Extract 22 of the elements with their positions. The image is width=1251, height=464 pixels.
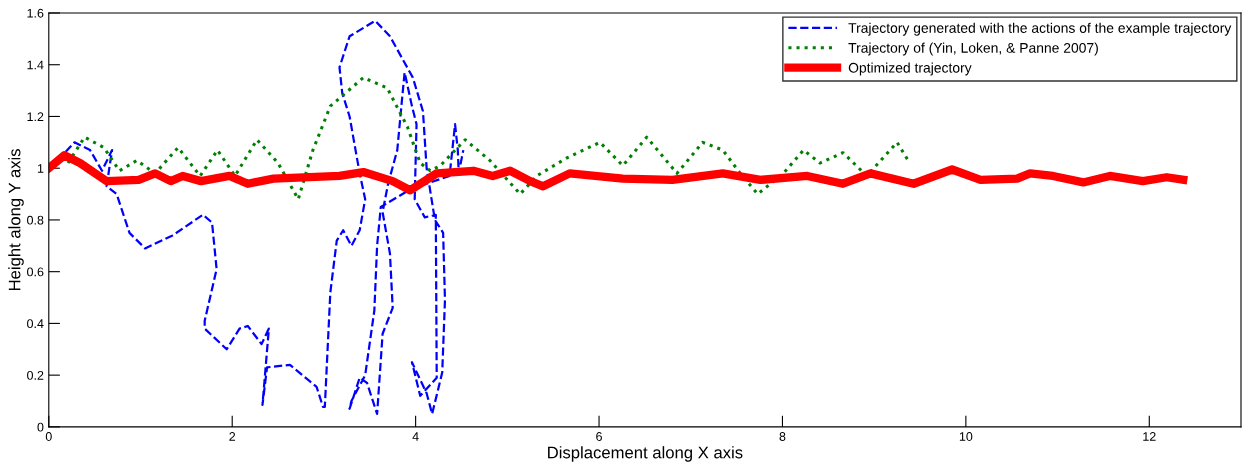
- y-tick-label: 0.6: [27, 267, 44, 277]
- y-tick-label: 1: [37, 164, 44, 173]
- legend-label: Optimized trajectory: [848, 62, 972, 76]
- x-axis-title: Displacement along X axis: [548, 446, 743, 462]
- legend-label: Trajectory generated with the actions of the example trajectory: [848, 22, 1232, 36]
- y-tick-label: 0.2: [27, 370, 44, 380]
- y-tick-label: 0: [37, 422, 44, 432]
- y-tick-label: 0.8: [27, 215, 44, 225]
- x-tick-label: 4: [412, 432, 419, 441]
- x-tick-label: 0: [45, 432, 52, 441]
- y-tick-label: 1.6: [27, 8, 44, 18]
- x-tick-label: 8: [779, 432, 786, 441]
- legend-label: Trajectory of (Yin, Loken, & Panne 2007): [848, 42, 1098, 56]
- x-tick-label: 12: [1143, 432, 1156, 441]
- x-tick-label: 6: [596, 432, 602, 441]
- y-tick-label: 0.4: [27, 319, 44, 329]
- x-tick-label: 10: [959, 432, 973, 441]
- line-series: [66, 76, 910, 201]
- y-tick-label: 1.2: [27, 112, 44, 121]
- y-tick-label: 1.4: [27, 60, 44, 70]
- y-axis-title: Height along Y axis: [8, 149, 24, 291]
- x-tick-label: 2: [229, 432, 236, 441]
